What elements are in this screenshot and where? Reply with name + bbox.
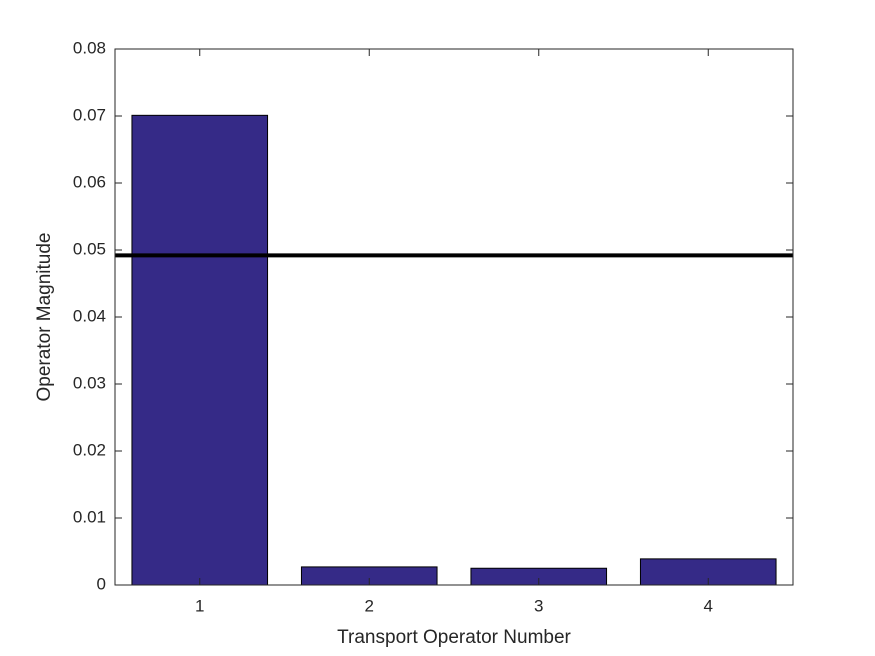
bar	[131, 114, 269, 586]
y-tick-label: 0.03	[73, 373, 106, 392]
y-tick-label: 0.01	[73, 507, 106, 526]
y-axis-label: Operator Magnitude	[34, 233, 55, 402]
x-tick-label: 3	[534, 596, 543, 615]
y-tick-label: 0	[97, 574, 106, 593]
x-tick-label: 2	[365, 596, 374, 615]
y-tick-label: 0.04	[73, 306, 106, 325]
y-tick-label: 0.07	[73, 105, 106, 124]
x-axis-label: Transport Operator Number	[337, 627, 571, 648]
y-tick-label: 0.02	[73, 440, 106, 459]
x-tick-label: 4	[704, 596, 713, 615]
y-tick-label: 0.05	[73, 239, 106, 258]
x-tick-label: 1	[195, 596, 204, 615]
y-tick-label: 0.06	[73, 172, 106, 191]
y-tick-label: 0.08	[73, 38, 106, 57]
